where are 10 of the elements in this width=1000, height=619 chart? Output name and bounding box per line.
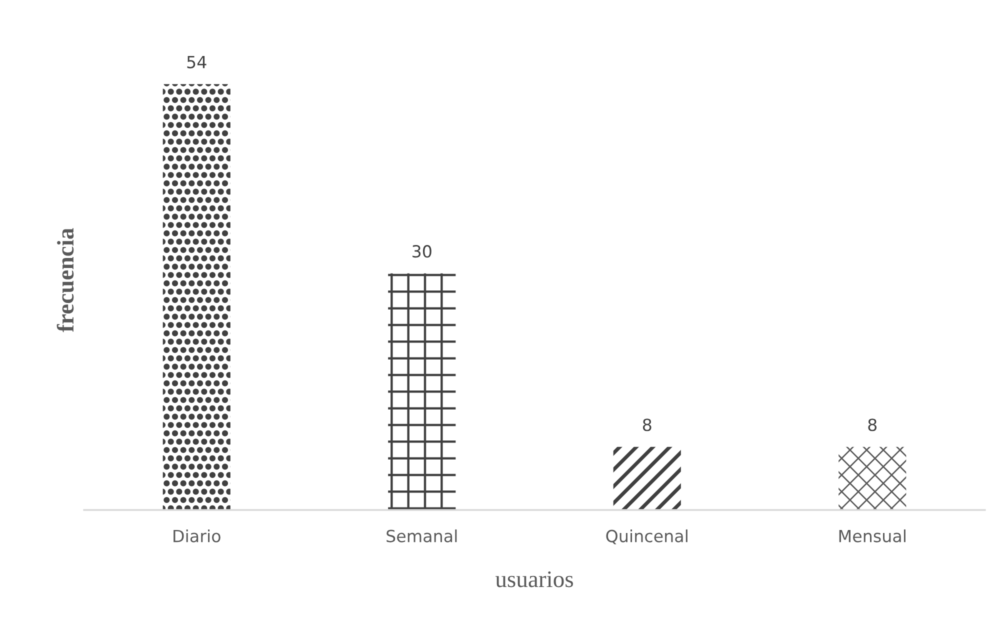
data-label: 30 xyxy=(412,245,432,258)
y-axis-title: frecuencia xyxy=(56,228,74,332)
x-tick-label: Semanal xyxy=(386,529,457,542)
x-tick-label: Quincenal xyxy=(606,529,688,544)
data-label: 8 xyxy=(868,418,877,432)
data-label: 8 xyxy=(642,418,652,432)
x-tick-label: Diario xyxy=(174,529,220,542)
data-label: 54 xyxy=(187,56,206,68)
x-axis-title: usuarios xyxy=(495,571,573,588)
x-tick-label: Mensual xyxy=(839,529,906,542)
